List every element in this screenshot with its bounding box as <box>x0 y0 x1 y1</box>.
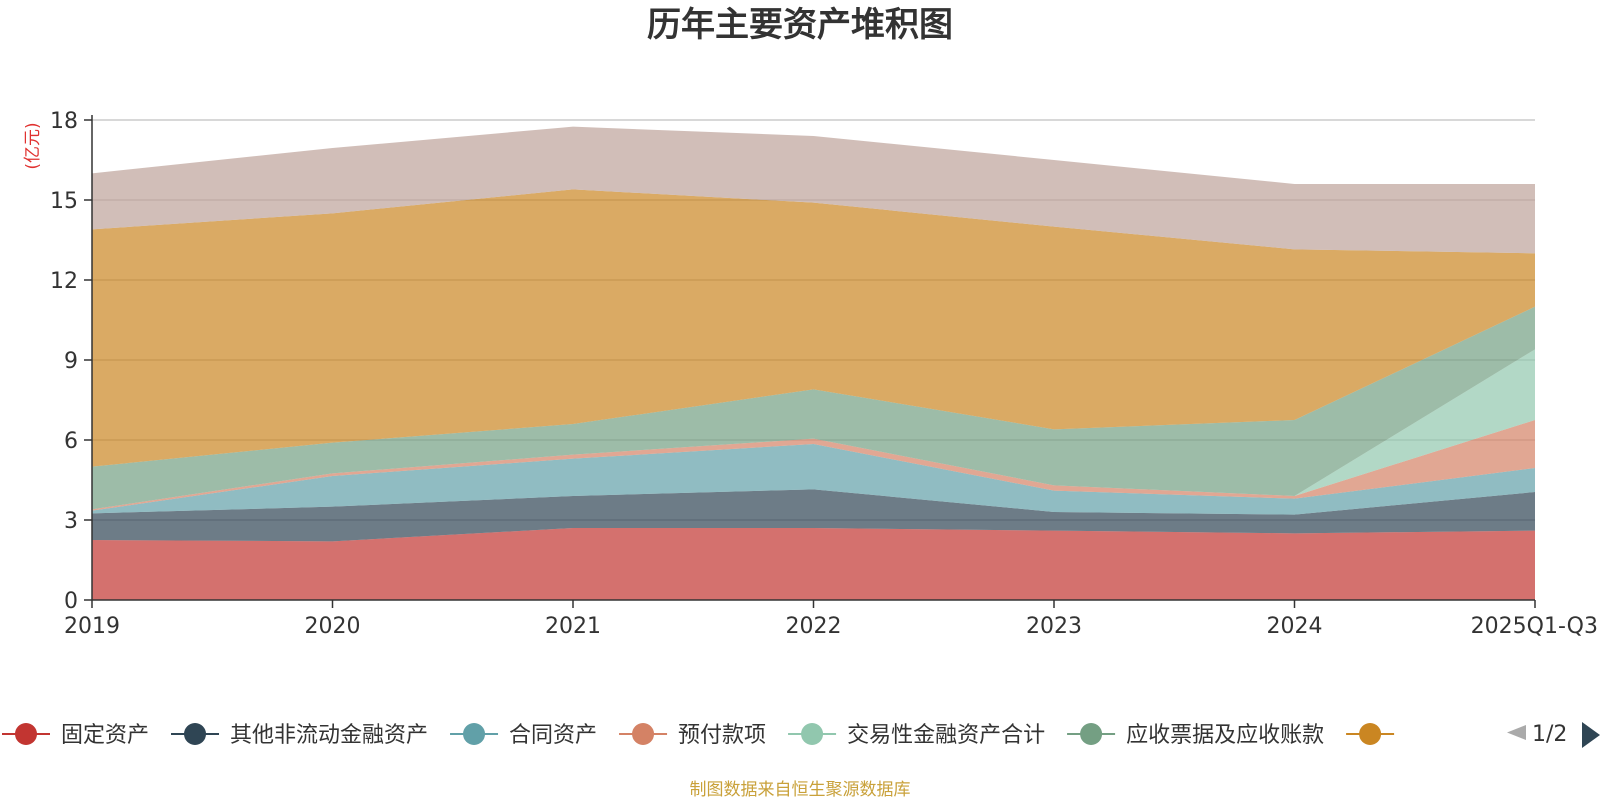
legend-prev-page-icon[interactable] <box>1507 725 1526 740</box>
legend-label: 交易性金融资产合计 <box>847 723 1045 748</box>
y-tick-label: 9 <box>64 349 78 374</box>
area-series-layer <box>92 126 1535 600</box>
legend-item-1[interactable]: 其他非流动金融资产 <box>171 723 428 748</box>
area-series-0 <box>92 528 1535 600</box>
x-tick-label: 2019 <box>64 614 120 639</box>
area-series-7 <box>92 126 1535 254</box>
y-tick-label: 12 <box>50 269 78 294</box>
x-tick-label: 2024 <box>1267 614 1323 639</box>
x-tick-labels: 2019 2020 2021 2022 2023 2024 2025Q1-Q3 <box>64 614 1598 639</box>
y-tick-label: 6 <box>64 429 78 454</box>
x-tick-label: 2025Q1-Q3 <box>1471 614 1598 639</box>
y-tick-label: 15 <box>50 189 78 214</box>
area-series-1 <box>92 489 1535 542</box>
data-source-note: 制图数据来自恒生聚源数据库 <box>690 780 911 800</box>
x-tick-label: 2021 <box>545 614 601 639</box>
y-tick-label: 18 <box>50 109 78 134</box>
legend-label: 应收票据及应收账款 <box>1126 723 1324 748</box>
x-tick-label: 2020 <box>305 614 361 639</box>
legend-item-2[interactable]: 合同资产 <box>450 723 597 748</box>
legend[interactable]: 固定资产 其他非流动金融资产 合同资产 预付款项 交易性金融资产合计 应收票据及应收账款 <box>2 723 1395 748</box>
legend-item-0[interactable]: 固定资产 <box>2 723 149 748</box>
area-series-5 <box>92 306 1535 510</box>
area-series-6 <box>92 189 1535 467</box>
legend-marker-icon <box>1359 723 1382 745</box>
legend-marker-icon <box>463 723 486 745</box>
legend-page-indicator: 1/2 <box>1532 722 1567 747</box>
legend-label: 其他非流动金融资产 <box>230 723 428 748</box>
legend-marker-icon <box>1080 723 1103 745</box>
legend-label: 合同资产 <box>509 723 597 748</box>
legend-pager[interactable]: 1/2 <box>1507 722 1600 748</box>
legend-item-5[interactable]: 应收票据及应收账款 <box>1067 723 1324 748</box>
legend-item-4[interactable]: 交易性金融资产合计 <box>788 723 1045 748</box>
legend-marker-icon <box>184 723 207 745</box>
area-series-2 <box>92 444 1535 515</box>
legend-marker-icon <box>632 723 655 745</box>
legend-next-page-icon[interactable] <box>1582 722 1600 748</box>
x-tick-label: 2023 <box>1026 614 1082 639</box>
legend-label: 预付款项 <box>678 723 766 748</box>
legend-marker-icon <box>801 723 824 745</box>
legend-label: 固定资产 <box>61 723 149 748</box>
legend-marker-icon <box>15 723 37 745</box>
legend-item-6[interactable] <box>1346 723 1395 745</box>
x-tick-label: 2022 <box>786 614 842 639</box>
y-axis-unit-label: (亿元) <box>23 122 43 169</box>
chart-title: 历年主要资产堆积图 <box>647 5 953 45</box>
y-tick-label: 3 <box>64 509 78 534</box>
y-tick-label: 0 <box>64 589 78 614</box>
axes <box>91 115 1536 608</box>
legend-item-3[interactable]: 预付款项 <box>619 723 766 748</box>
y-tick-labels: 0 3 6 9 12 15 18 <box>50 109 78 614</box>
